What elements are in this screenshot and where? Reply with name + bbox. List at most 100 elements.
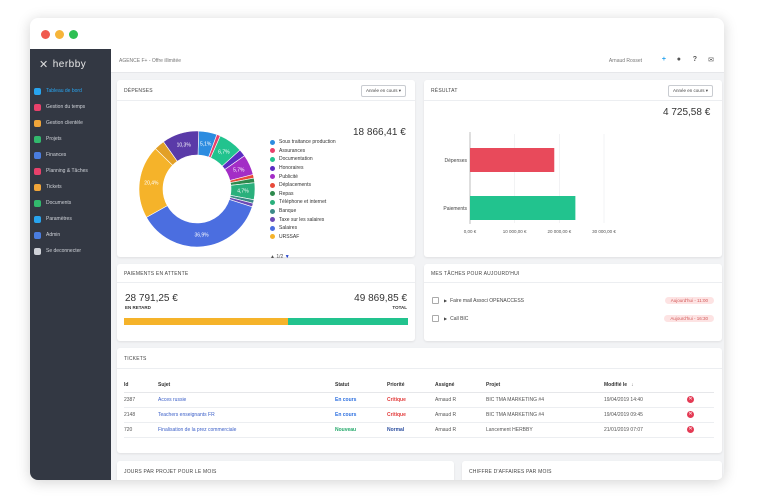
legend-item[interactable]: Repas bbox=[270, 190, 336, 199]
table-row[interactable]: 2148 Teachers enseignants FR En cours Criti… bbox=[124, 407, 714, 423]
sidebar-item-settings[interactable]: Paramètres bbox=[30, 211, 111, 227]
jours-title: JOURS PAR PROJET POUR LE MOIS bbox=[124, 469, 217, 475]
delete-icon[interactable]: ✕ bbox=[687, 426, 694, 433]
mail-icon[interactable]: ✉ bbox=[708, 57, 714, 64]
expand-arrow-icon[interactable]: ▶ bbox=[444, 298, 448, 303]
ticket-modified: 19/04/2019 09:45 bbox=[604, 407, 687, 423]
user-name[interactable]: Arnaud Rosset bbox=[608, 58, 642, 64]
column-header[interactable]: Assigné bbox=[435, 379, 486, 393]
legend-label: Téléphone et internet bbox=[279, 199, 327, 206]
donut-slice-label: 10,3% bbox=[177, 143, 192, 149]
legend-item[interactable]: Honoraires bbox=[270, 164, 336, 173]
sidebar-item-label: Tableau de bord bbox=[46, 88, 82, 94]
sidebar-item-logout[interactable]: Se deconnecter bbox=[30, 243, 111, 259]
resultat-period-select[interactable]: Année en cours ▾ bbox=[668, 85, 714, 97]
ticket-assignee: Arnaud R bbox=[435, 392, 486, 408]
expand-arrow-icon[interactable]: ▶ bbox=[444, 316, 448, 321]
depenses-period-select[interactable]: Année en cours ▾ bbox=[361, 85, 407, 97]
sidebar-item-label: Gestion du temps bbox=[46, 104, 86, 110]
sidebar-item-finances[interactable]: Finances bbox=[30, 147, 111, 163]
ticket-modified: 19/04/2019 14:40 bbox=[604, 392, 687, 408]
y-category-label: Dépenses bbox=[444, 158, 467, 164]
ticket-priority: Normal bbox=[387, 422, 435, 438]
bar-paiements[interactable] bbox=[470, 196, 576, 220]
task-checkbox[interactable] bbox=[432, 297, 439, 304]
sidebar-item-label: Projets bbox=[46, 136, 62, 142]
column-header[interactable]: Id bbox=[124, 379, 158, 393]
column-header[interactable]: Projet bbox=[486, 379, 604, 393]
legend-label: URSSAF bbox=[279, 233, 300, 240]
tickets-header-row: Id Sujet Statut Priorité Assigné Projet Modifi… bbox=[124, 379, 714, 393]
app-logo[interactable]: ✕ herbby bbox=[30, 49, 111, 79]
sidebar-item-admin[interactable]: Admin bbox=[30, 227, 111, 243]
sidebar-item-tickets[interactable]: Tickets bbox=[30, 179, 111, 195]
ticket-modified: 21/01/2019 07:07 bbox=[604, 422, 687, 438]
table-row[interactable]: 2387 Acces russie En cours Critique Arnaud R… bbox=[124, 392, 714, 408]
legend-swatch bbox=[270, 217, 275, 223]
help-icon[interactable]: ? bbox=[692, 56, 697, 63]
sidebar-item-timer[interactable]: Gestion du temps bbox=[30, 99, 111, 115]
sidebar-item-projects[interactable]: Projets bbox=[30, 131, 111, 147]
legend-item[interactable]: URSSAF bbox=[270, 233, 336, 242]
sidebar-item-planning[interactable]: Planning & Tâches bbox=[30, 163, 111, 179]
legend-item[interactable]: Salaires bbox=[270, 224, 336, 233]
ticket-subject[interactable]: Finalisation de la prez commerciale bbox=[158, 422, 335, 438]
legend-item[interactable]: Téléphone et internet bbox=[270, 198, 336, 207]
legend-item[interactable]: Taxe sur les salaires bbox=[270, 215, 336, 224]
paiements-late-amount: 28 791,25 € bbox=[125, 293, 178, 304]
column-header[interactable]: Statut bbox=[335, 379, 387, 393]
sidebar-item-documents[interactable]: Documents bbox=[30, 195, 111, 211]
legend-label: Taxe sur les salaires bbox=[279, 216, 325, 223]
divider bbox=[117, 282, 415, 283]
legend-item[interactable]: Documentation bbox=[270, 155, 336, 164]
sort-desc-icon[interactable]: ↓ bbox=[631, 382, 634, 389]
resultat-period-value: Année en cours bbox=[673, 88, 705, 93]
planning-icon bbox=[34, 167, 41, 175]
legend-item[interactable]: Sous traitance production bbox=[270, 138, 336, 147]
user-icon[interactable]: ● bbox=[676, 56, 681, 63]
legend-swatch bbox=[270, 139, 275, 145]
resultat-total: 4 725,58 € bbox=[663, 107, 711, 118]
agency-name[interactable]: AGENCE F+ - Offre illimitée bbox=[119, 58, 182, 64]
task-item[interactable]: ▶ Faire mail Associ OPENACCESS Aujourd'hui… bbox=[432, 294, 714, 307]
task-due-badge: Aujourd'hui - 16:30 bbox=[664, 315, 714, 322]
sidebar-item-label: Se deconnecter bbox=[46, 248, 82, 254]
donut-slice[interactable] bbox=[163, 130, 200, 162]
task-checkbox[interactable] bbox=[432, 315, 439, 322]
task-item[interactable]: ▶ Call BIC Aujourd'hui - 16:30 bbox=[432, 312, 714, 325]
legend-item[interactable]: Publicité bbox=[270, 172, 336, 181]
logo-text: herbby bbox=[52, 58, 87, 70]
donut-slice[interactable] bbox=[145, 199, 253, 248]
resultat-title: RÉSULTAT bbox=[431, 88, 458, 94]
sidebar-item-clients[interactable]: Gestion clientèle bbox=[30, 115, 111, 131]
maximize-window-button[interactable] bbox=[69, 30, 78, 39]
legend-pager[interactable]: ▲ 1/2 ▼ bbox=[270, 254, 290, 260]
close-window-button[interactable] bbox=[41, 30, 50, 39]
column-header[interactable]: Modifié le ↓ bbox=[604, 379, 687, 393]
x-tick-label: 30 000,00 € bbox=[592, 229, 616, 234]
ticket-subject[interactable]: Acces russie bbox=[158, 392, 335, 408]
ticket-project: Lancement HERBBY bbox=[486, 422, 604, 438]
paiements-title: PAIEMENTS EN ATTENTE bbox=[124, 271, 189, 277]
table-row[interactable]: 720 Finalisation de la prez commerciale No… bbox=[124, 422, 714, 438]
column-header[interactable]: Priorité bbox=[387, 379, 435, 393]
legend-item[interactable]: Déplacements bbox=[270, 181, 336, 190]
jours-card: JOURS PAR PROJET POUR LE MOIS bbox=[117, 461, 454, 480]
add-icon[interactable]: + bbox=[661, 56, 666, 63]
progress-rest-segment bbox=[287, 318, 408, 325]
minimize-window-button[interactable] bbox=[55, 30, 64, 39]
column-header[interactable]: Sujet bbox=[158, 379, 335, 393]
legend-item[interactable]: Assurances bbox=[270, 147, 336, 156]
delete-icon[interactable]: ✕ bbox=[687, 396, 694, 403]
admin-icon bbox=[34, 231, 41, 239]
clients-icon bbox=[34, 119, 41, 127]
ca-title: CHIFFRE D'AFFAIRES PAR MOIS bbox=[469, 469, 552, 475]
sidebar-item-dashboard[interactable]: Tableau de bord bbox=[30, 83, 111, 99]
donut-slice-label: 20,4% bbox=[144, 181, 159, 187]
delete-icon[interactable]: ✕ bbox=[687, 411, 694, 418]
ticket-subject[interactable]: Teachers enseignants FR bbox=[158, 407, 335, 423]
legend-item[interactable]: Banque bbox=[270, 207, 336, 216]
timer-icon bbox=[34, 103, 41, 111]
bar-depenses[interactable] bbox=[470, 148, 555, 172]
divider bbox=[424, 100, 722, 101]
